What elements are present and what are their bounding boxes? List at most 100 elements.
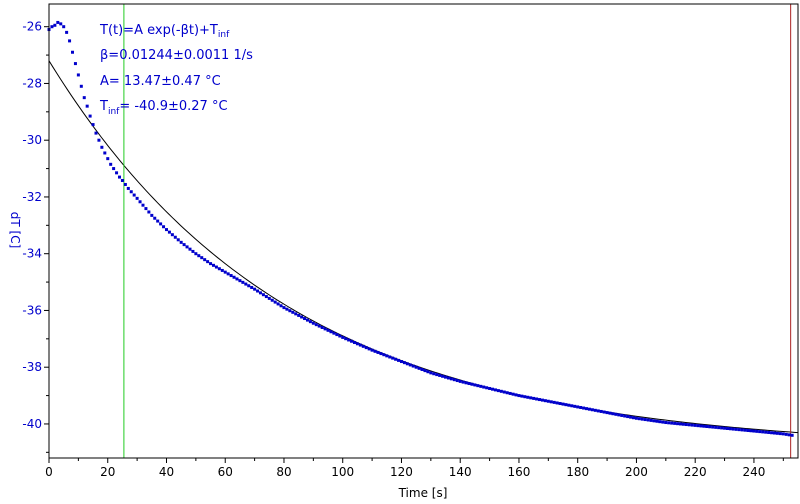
data-point [253,287,257,291]
data-point [73,62,77,66]
data-point [714,425,718,429]
data-point [717,426,721,430]
data-point [399,360,403,364]
data-point [637,417,641,421]
data-point [676,422,680,426]
data-point [699,424,703,428]
data-point [402,361,406,365]
data-point [570,404,574,408]
x-axis-label: Time [s] [398,486,448,500]
data-layer [47,20,794,437]
data-point [76,73,80,77]
data-point [394,357,398,361]
data-point [455,379,459,383]
data-point [132,193,136,197]
data-point [470,382,474,386]
data-point [523,395,527,399]
x-tick-label: 0 [45,465,53,479]
data-point [499,389,503,393]
data-point [129,190,133,194]
data-point [256,289,260,293]
data-point [731,427,735,431]
data-point [147,210,151,214]
data-point [535,397,539,401]
data-point [702,424,706,428]
data-point [720,426,724,430]
data-point [423,369,427,373]
y-tick-label: -38 [22,360,42,374]
x-tick-label: 240 [742,465,765,479]
data-point [200,256,204,260]
data-point [176,238,180,242]
data-point [435,373,439,377]
data-point [361,344,365,348]
data-point [126,186,130,190]
data-point [514,393,518,397]
data-point [488,386,492,390]
data-point [173,235,177,239]
data-point [229,274,233,278]
data-point [408,363,412,367]
data-point [414,365,418,369]
y-tick-label: -28 [22,76,42,90]
data-point [335,333,339,337]
data-point [120,178,124,182]
data-point [508,391,512,395]
data-point [640,417,644,421]
data-point [297,313,301,317]
data-point [258,291,262,295]
data-point [590,408,594,412]
data-point [370,348,374,352]
data-point [123,182,127,186]
data-point [211,263,215,267]
data-point [88,114,92,118]
data-point [135,196,139,200]
data-point [82,96,86,100]
data-point [467,382,471,386]
data-point [273,300,277,304]
data-point [382,353,386,357]
data-point [352,341,356,345]
data-point [752,429,756,433]
data-point [188,247,192,251]
beta-annotation: β=0.01244±0.0011 1/s [100,48,253,63]
x-tick-label: 80 [276,465,291,479]
data-point [705,425,709,428]
data-point [693,423,697,427]
data-point [179,240,183,244]
data-point [558,402,562,406]
data-point [117,175,121,179]
data-point [170,233,174,237]
data-point [209,262,213,266]
data-point [561,402,565,406]
x-tick-label: 220 [684,465,707,479]
data-point [770,431,774,435]
data-point [276,302,280,306]
data-point [679,422,683,426]
data-point [344,337,348,341]
data-point [156,219,160,223]
data-point [464,381,468,385]
data-point [103,151,107,155]
data-point [247,284,251,288]
data-point [444,375,448,379]
data-point [317,324,321,328]
data-point [626,415,630,419]
data-point [673,421,677,425]
data-point [734,427,738,431]
data-point [608,411,612,415]
data-point [496,389,500,393]
data-point [311,321,315,325]
data-point [364,346,368,350]
data-point [473,383,477,387]
data-point [564,403,568,407]
data-point [441,374,445,378]
data-point [529,396,533,400]
data-point [623,414,627,418]
marker-layer [123,4,792,458]
data-point [153,216,157,220]
data-point [338,334,342,338]
data-point [781,432,785,436]
data-point [294,312,298,316]
